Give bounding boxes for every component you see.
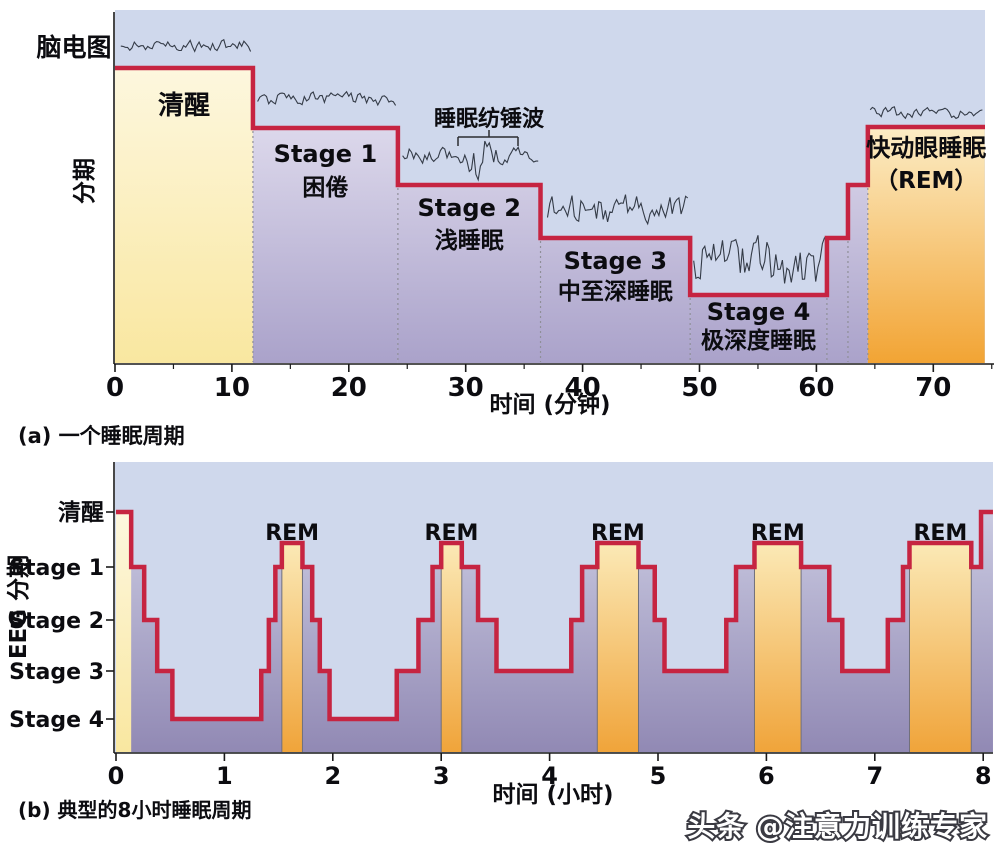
x-tick-label-b: 2 — [324, 762, 341, 790]
stage-sublabel-a-2: 浅睡眠 — [435, 228, 504, 254]
chart-b-x-label: 时间 (小时) — [492, 782, 613, 808]
stage-region-a-4 — [690, 295, 827, 363]
stage-region-a-6 — [847, 185, 868, 363]
rem-band-4 — [909, 543, 972, 752]
x-tick-label-b: 7 — [866, 762, 883, 790]
x-tick-label-b: 4 — [541, 762, 558, 790]
stage3-eeg-trace — [546, 194, 689, 226]
rem-eeg-trace — [869, 106, 983, 120]
chart-a-y-label: 分期 — [72, 158, 98, 204]
rem-peak-label-3: REM — [751, 521, 805, 546]
y-tick-label-b-0: 清醒 — [58, 500, 104, 526]
rem-peak-label-2: REM — [591, 521, 645, 546]
awake-eeg-trace — [120, 38, 252, 53]
x-tick-label-b: 0 — [108, 762, 125, 790]
chart-b-y-label: EEG 分期 — [6, 555, 32, 659]
rem-peak-label-4: REM — [913, 521, 967, 546]
stage-region-a-3 — [540, 238, 691, 363]
rem-band-1 — [441, 543, 462, 752]
x-tick-label-a: 70 — [915, 373, 951, 403]
stage-sublabel-a-7: （REM） — [875, 167, 977, 194]
stage-region-a-1 — [252, 128, 398, 363]
rem-peak-label-0: REM — [265, 521, 319, 546]
sleep-spindle-annotation: 睡眠纺锤波 — [434, 106, 545, 132]
stage-region-a-2 — [397, 185, 541, 363]
x-tick-label-a: 30 — [448, 373, 484, 403]
y-tick-label-b-1: Stage 1 — [9, 556, 104, 581]
stage-label-a-1: Stage 1 — [274, 140, 377, 168]
stage-label-a-2: Stage 2 — [417, 194, 520, 222]
stage2-spindle-eeg-trace — [402, 140, 539, 182]
stage4-eeg-trace — [693, 235, 826, 284]
caption-a: (a) 一个睡眠周期 — [18, 424, 185, 448]
stage-region-a-0 — [115, 68, 253, 363]
caption-b: (b) 典型的8小时睡眠周期 — [18, 798, 251, 822]
watermark: 头条 @注意力训练专家 — [687, 810, 988, 843]
x-tick-label-a: 50 — [681, 373, 717, 403]
stage-sublabel-a-1: 困倦 — [302, 175, 348, 201]
eeg-axis-label: 脑电图 — [36, 33, 111, 62]
y-tick-label-b-4: Stage 4 — [9, 708, 104, 733]
rem-band-0 — [281, 543, 303, 752]
y-tick-label-b-3: Stage 3 — [9, 660, 104, 685]
sleep-depth-line-a — [115, 65, 985, 298]
chart-a-x-label: 时间 (分钟) — [489, 392, 610, 418]
sleep-depth-line-b — [116, 509, 993, 722]
stage-label-a-0: 清醒 — [158, 91, 210, 121]
stage1-eeg-trace — [257, 90, 397, 107]
x-tick-label-b: 3 — [433, 762, 450, 790]
x-tick-label-b: 8 — [975, 762, 992, 790]
awake-band-b — [116, 512, 132, 752]
rem-peak-label-1: REM — [425, 521, 479, 546]
rem-band-3 — [754, 543, 802, 752]
stage-sublabel-a-3: 中至深睡眠 — [558, 279, 673, 305]
x-tick-label-b: 5 — [650, 762, 667, 790]
x-tick-label-a: 0 — [106, 373, 124, 403]
x-tick-label-a: 60 — [798, 373, 834, 403]
stage-label-a-3: Stage 3 — [564, 247, 667, 275]
x-tick-label-a: 10 — [214, 373, 250, 403]
y-tick-label-b-2: Stage 2 — [9, 609, 104, 634]
stage-sublabel-a-4: 极深度睡眠 — [701, 327, 816, 354]
x-tick-label-b: 1 — [216, 762, 233, 790]
stage-label-a-4: Stage 4 — [707, 298, 810, 326]
stage-region-a-5 — [826, 238, 848, 363]
x-tick-label-a: 20 — [331, 373, 367, 403]
stage-region-a-7 — [867, 127, 985, 363]
stage-label-a-7: 快动眼睡眠 — [866, 134, 986, 162]
x-tick-label-a: 40 — [565, 373, 601, 403]
spindle-bracket-icon — [457, 130, 519, 146]
x-tick-label-b: 6 — [758, 762, 775, 790]
rem-band-2 — [597, 543, 639, 752]
